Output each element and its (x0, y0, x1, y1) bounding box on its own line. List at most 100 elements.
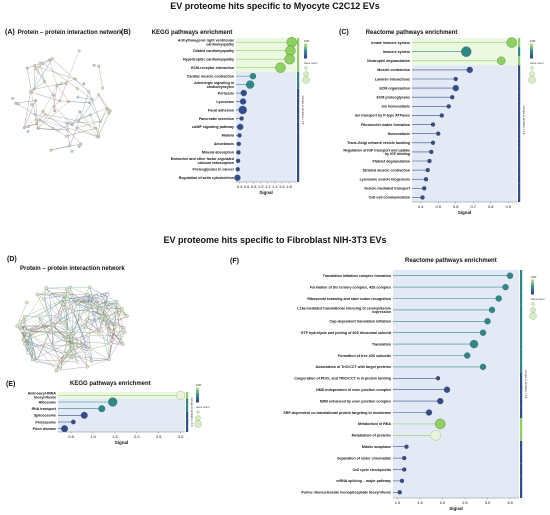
group-axis-label: Groups at similarity ≥ 0.8 (524, 370, 528, 399)
network-node (69, 298, 73, 303)
panel-f-letter: (F) (230, 258, 239, 265)
network-edge (17, 103, 35, 115)
category-label: Immune system (383, 50, 410, 54)
network-edge (34, 65, 76, 80)
data-point (430, 122, 436, 127)
category-label: Trans-Golgi network vesicle budding (347, 141, 410, 145)
x-tick-label: 3.5 (507, 500, 513, 505)
category-label: Formation of free 40S subunits (338, 354, 391, 358)
group-band-green (236, 38, 296, 72)
network-edge (99, 302, 103, 317)
network-edge (65, 300, 72, 323)
network-node (108, 109, 112, 113)
category-label: Translation (372, 342, 391, 346)
network-edge (100, 108, 108, 122)
network-node (106, 300, 110, 305)
network-node (20, 323, 25, 327)
data-point (437, 397, 444, 405)
data-point (402, 455, 407, 461)
category-label: ECM organisation (379, 86, 410, 90)
network-node (78, 110, 82, 114)
network-edge (52, 315, 58, 347)
group-bar-segment (520, 418, 523, 430)
network-node (98, 300, 102, 305)
network-node (58, 99, 62, 103)
group-bar-segment (297, 54, 300, 64)
group-bar-segment (520, 281, 523, 293)
data-point (249, 72, 257, 80)
network-edge (21, 330, 65, 355)
network-node (71, 309, 75, 313)
network-node (89, 294, 94, 298)
x-tick-label: 0.8 (251, 184, 257, 189)
fdr-colorbar-segment (304, 55, 307, 59)
data-point (284, 54, 295, 65)
network-edge (67, 341, 80, 344)
network-node (57, 356, 61, 361)
group-band-blue (236, 71, 296, 182)
category-label: Vesicle-mediated transport (364, 187, 411, 191)
network-edge (44, 81, 54, 96)
data-point (450, 95, 455, 100)
network-node (62, 297, 66, 302)
network-edge (112, 331, 121, 342)
category-label: Proteoglycans in cancer (192, 168, 234, 172)
network-node (93, 304, 97, 308)
network-edge (67, 298, 115, 328)
fdr-colorbar-segment (531, 291, 534, 295)
x-tick-label: 3.0 (178, 434, 184, 439)
data-point (237, 123, 244, 131)
network-node (43, 80, 47, 84)
group-bar-segment (520, 304, 523, 316)
network-edge (28, 322, 61, 332)
data-point (506, 272, 514, 279)
network-node (89, 347, 93, 351)
network-edge (106, 325, 113, 341)
data-point (484, 318, 491, 325)
panel-a-letter: (A) (5, 29, 15, 36)
data-point (430, 140, 436, 145)
data-point (235, 167, 240, 172)
network-edge (32, 343, 68, 360)
network-node (30, 345, 34, 349)
network-edge (49, 59, 58, 86)
category-label: mRNA splicing – major pathway (336, 479, 391, 483)
fdr-colorbar-segment (196, 387, 199, 391)
network-edge (76, 121, 101, 128)
network-edge (63, 294, 66, 308)
network-edge (116, 301, 122, 341)
category-label: Prion disease (33, 427, 56, 431)
category-label: Ribosomal scanning and start codon recog… (307, 297, 391, 301)
network-node (68, 285, 72, 290)
data-point (108, 397, 118, 407)
network-node (34, 67, 38, 71)
group-bar-segment (518, 56, 521, 66)
panel-d-title-wrap: Protein – protein interaction network (20, 266, 125, 272)
network-edge (66, 108, 107, 124)
category-label: Striated muscle contraction (363, 168, 410, 172)
data-point (488, 306, 496, 314)
network-node (114, 319, 119, 323)
group-bar-segment (520, 315, 523, 327)
category-label: expression (372, 310, 391, 314)
network-edge (37, 101, 69, 129)
panel-f-title-wrap: Reactome pathways enrichment (405, 258, 497, 264)
network-node (42, 297, 46, 301)
network-edge (106, 313, 117, 327)
network-node (109, 329, 113, 333)
group-bar-segment (297, 139, 300, 149)
network-edge (34, 114, 67, 124)
data-point (236, 150, 241, 155)
x-tick-label: 0.5 (68, 434, 74, 439)
group-bar-segment (518, 83, 521, 93)
network-node (26, 125, 30, 128)
network-edge (38, 316, 53, 347)
data-point (237, 133, 242, 138)
network-edge (46, 287, 90, 289)
data-point (495, 295, 502, 302)
network-edge (59, 357, 72, 359)
network-edge (51, 325, 69, 340)
network-node (97, 133, 101, 137)
network-node (79, 297, 84, 302)
category-label: Cardiac muscle contraction (187, 74, 234, 78)
